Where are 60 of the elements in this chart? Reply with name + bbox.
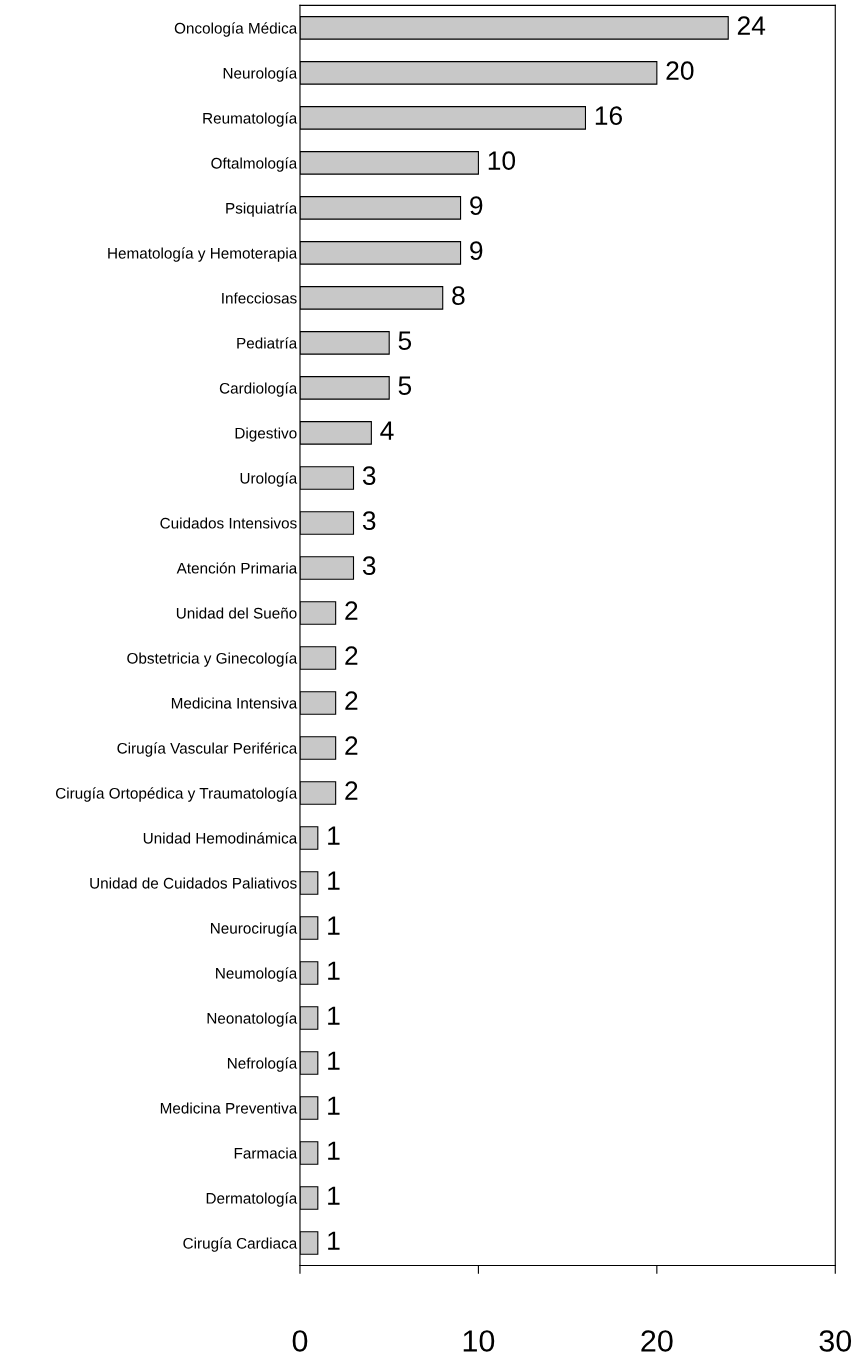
y-tick-label: Obstetricia y Ginecología bbox=[127, 652, 298, 667]
y-tick-label: Oftalmología bbox=[211, 157, 298, 172]
y-tick-label: Nefrología bbox=[227, 1057, 298, 1072]
data-label: 1 bbox=[328, 1141, 340, 1160]
data-label: 1 bbox=[328, 1231, 340, 1250]
y-tick-label: Cirugía Cardiaca bbox=[183, 1237, 298, 1252]
data-label: 1 bbox=[328, 1051, 340, 1070]
data-label: 1 bbox=[328, 961, 340, 980]
data-label: 4 bbox=[380, 421, 394, 440]
data-label: 1 bbox=[328, 916, 340, 935]
y-tick-label: Atención Primaria bbox=[176, 562, 298, 574]
x-tick-label: 20 bbox=[641, 1330, 673, 1352]
y-tick-label: Neumología bbox=[216, 967, 298, 982]
y-tick-label: Unidad Hemodinámica bbox=[143, 832, 298, 844]
data-label: 9 bbox=[470, 241, 483, 260]
y-tick-label: Neurología bbox=[223, 67, 298, 82]
data-label: 5 bbox=[398, 331, 412, 351]
y-tick-label: Medicina Intensiva bbox=[171, 697, 298, 709]
y-tick-label: Hematología y Hemoterapia bbox=[108, 247, 298, 262]
y-tick-label: Digestivo bbox=[235, 427, 297, 442]
data-label: 5 bbox=[398, 376, 412, 396]
data-label: 2 bbox=[345, 736, 358, 755]
y-tick-label: Cirugía Vascular Periférica bbox=[117, 742, 298, 757]
data-label: 3 bbox=[362, 466, 376, 486]
x-tick-label: 10 bbox=[463, 1330, 495, 1352]
y-tick-label: Psiquiatría bbox=[226, 202, 298, 217]
y-tick-label: Urología bbox=[240, 472, 298, 487]
data-label: 10 bbox=[488, 151, 516, 170]
data-label: 24 bbox=[737, 16, 766, 35]
data-label: 1 bbox=[328, 871, 340, 890]
y-tick-label: Farmacia bbox=[234, 1147, 298, 1159]
data-label: 2 bbox=[345, 646, 358, 665]
data-label: 3 bbox=[362, 556, 376, 576]
y-tick-label: Cuidados Intensivos bbox=[160, 517, 297, 529]
y-tick-label: Oncología Médica bbox=[174, 22, 298, 37]
x-tick-label: 30 bbox=[819, 1330, 852, 1352]
data-label: 1 bbox=[328, 1186, 340, 1205]
data-label: 20 bbox=[666, 61, 694, 80]
y-tick-label: Dermatología bbox=[206, 1192, 298, 1207]
data-label: 8 bbox=[452, 286, 465, 306]
y-tick-label: Infecciosas bbox=[222, 292, 297, 304]
data-label: 2 bbox=[345, 601, 358, 620]
data-label: 9 bbox=[470, 196, 483, 215]
y-tick-label: Neurocirugía bbox=[210, 922, 298, 937]
y-tick-label: Cardiología bbox=[219, 382, 298, 397]
data-label: 1 bbox=[328, 1096, 340, 1115]
y-tick-label: Reumatología bbox=[203, 112, 298, 127]
y-tick-label: Medicina Preventiva bbox=[160, 1102, 298, 1114]
y-tick-label: Pediatría bbox=[237, 337, 298, 349]
y-tick-label: Neonatología bbox=[207, 1012, 298, 1027]
data-label: 16 bbox=[595, 106, 622, 125]
data-label: 1 bbox=[328, 826, 340, 845]
data-label: 2 bbox=[345, 691, 358, 710]
data-label: 2 bbox=[345, 781, 358, 800]
y-tick-label: Unidad de Cuidados Paliativos bbox=[90, 877, 297, 889]
data-label: 3 bbox=[362, 511, 376, 531]
x-tick-label: 0 bbox=[292, 1330, 308, 1352]
data-label: 1 bbox=[328, 1006, 340, 1025]
y-tick-label: Cirugía Ortopédica y Traumatología bbox=[55, 787, 298, 802]
y-tick-label: Unidad del Sueño bbox=[176, 607, 297, 619]
